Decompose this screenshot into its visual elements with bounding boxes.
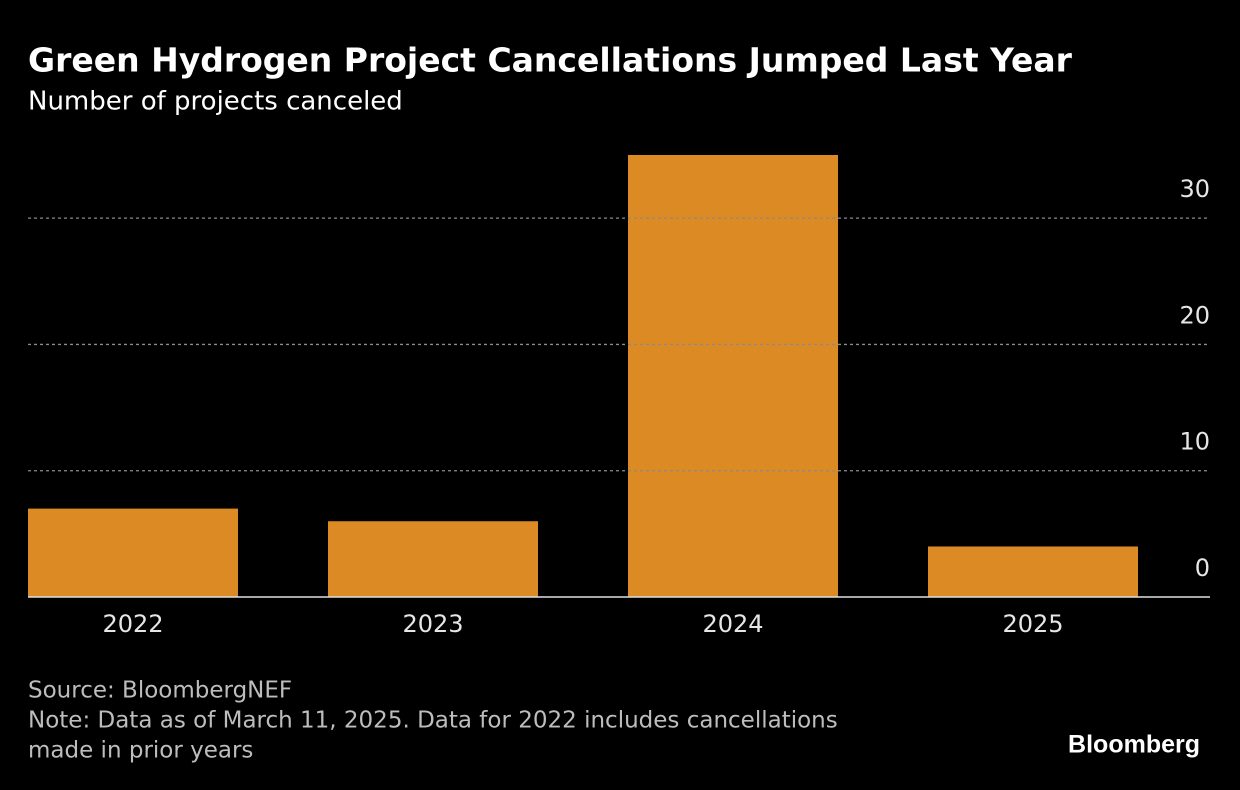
chart-subtitle: Number of projects canceled <box>28 87 403 117</box>
x-tick-label: 2022 <box>102 610 163 638</box>
y-tick-label: 10 <box>1179 428 1210 456</box>
bar <box>28 508 238 597</box>
y-tick-label: 20 <box>1179 301 1210 329</box>
x-tick-label: 2024 <box>702 610 763 638</box>
chart-title: Green Hydrogen Project Cancellations Jum… <box>28 41 1073 80</box>
note: Note: Data as of March 11, 2025. Data fo… <box>28 708 838 734</box>
note: made in prior years <box>28 738 253 764</box>
bar <box>628 155 838 597</box>
source: Source: BloombergNEF <box>28 678 292 704</box>
x-tick-label: 2023 <box>402 610 463 638</box>
bar <box>928 546 1138 597</box>
y-tick-label: 0 <box>1195 554 1210 582</box>
bar <box>328 521 538 597</box>
y-tick-label: 30 <box>1179 175 1210 203</box>
brand-logo: Bloomberg <box>1068 731 1200 759</box>
x-tick-label: 2025 <box>1002 610 1063 638</box>
